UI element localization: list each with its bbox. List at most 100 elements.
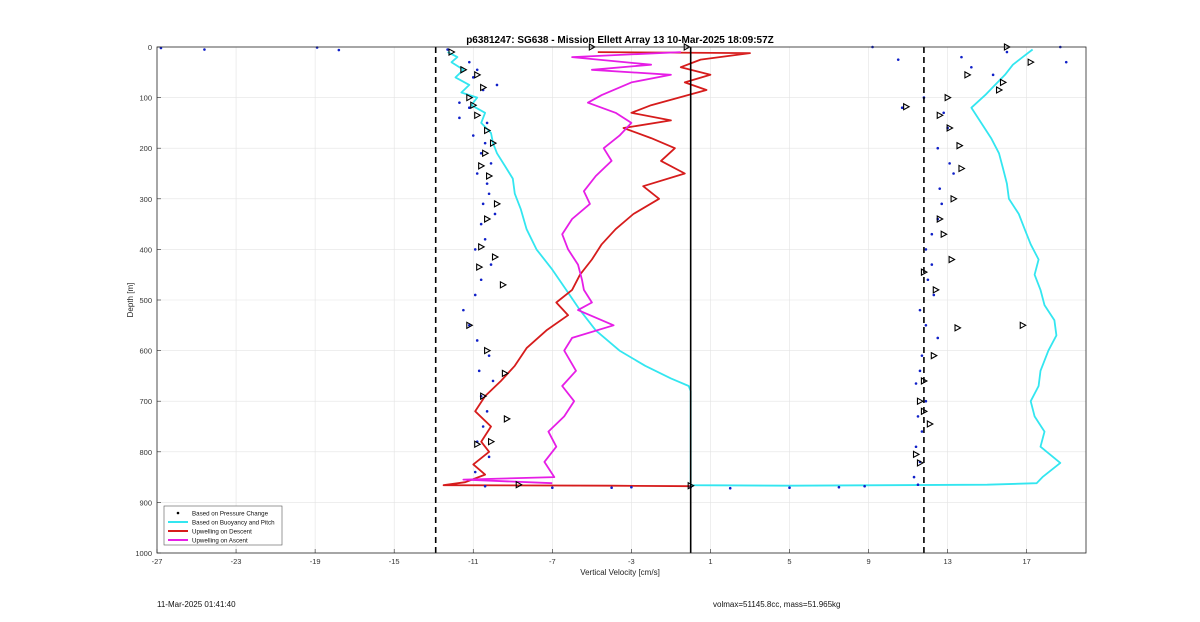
y-tick-label: 700 <box>139 397 152 406</box>
legend: Based on Pressure Change Based on Buoyanc… <box>163 505 283 546</box>
legend-entry-label: Upwelling on Ascent <box>192 538 248 545</box>
x-tick-label: -19 <box>310 557 321 566</box>
triangle-marker <box>958 164 966 173</box>
pressure-change-point <box>926 278 930 282</box>
pressure-change-point <box>483 141 487 145</box>
triangle-marker <box>501 369 510 378</box>
x-tick-label: -27 <box>152 557 163 566</box>
y-axis-label: Depth [m] <box>126 283 135 318</box>
pressure-change-point <box>483 484 487 488</box>
triangle-marker <box>930 351 938 360</box>
upwelling-on-ascent-line <box>462 51 681 485</box>
pressure-change-point <box>489 162 493 165</box>
pressure-change-point <box>916 415 920 418</box>
pressure-change-point <box>896 58 900 61</box>
triangle-marker <box>489 139 498 148</box>
triangle-marker <box>460 65 468 74</box>
pressure-change-point <box>942 111 945 115</box>
pressure-change-point <box>970 65 973 69</box>
pressure-change-point <box>203 48 206 51</box>
triangle-marker <box>956 141 964 150</box>
triangle-marker <box>474 111 482 120</box>
triangle-marker <box>940 230 948 239</box>
footer-timestamp: 11-Mar-2025 01:41:40 <box>157 600 236 609</box>
triangle-marker <box>474 440 482 449</box>
pressure-change-point <box>337 48 341 52</box>
triangle-marker <box>474 70 482 79</box>
triangle-marker <box>448 48 456 56</box>
triangle-marker <box>954 323 962 332</box>
triangle-marker <box>912 450 921 459</box>
triangle-marker <box>515 480 523 489</box>
triangle-marker <box>999 78 1008 87</box>
y-tick-label: 100 <box>139 94 152 103</box>
x-tick-label: 5 <box>787 557 791 566</box>
triangle-marker <box>476 263 484 272</box>
axis-ticks: -27 -23 -19 -15 -11 -7 -3 1 5 9 13 17 0 100 200 300 400 5… <box>135 43 1031 566</box>
triangle-marker <box>964 70 972 79</box>
pressure-change-point <box>493 212 497 216</box>
triangle-marker <box>484 215 492 223</box>
x-tick-label: -7 <box>549 557 556 566</box>
plot-area <box>159 43 1068 553</box>
triangle-marker <box>916 397 925 406</box>
pressure-change-point <box>487 354 491 357</box>
pressure-change-point <box>920 430 924 433</box>
pressure-change-point <box>315 46 319 49</box>
pressure-change-point <box>487 455 491 459</box>
based-on-buoyancy-and-pitch-line <box>447 48 1062 487</box>
pressure-change-point <box>932 293 936 297</box>
pressure-change-point <box>960 55 963 59</box>
triangle-marker <box>470 101 478 110</box>
pressure-change-point <box>481 202 485 206</box>
y-tick-label: 400 <box>139 245 152 254</box>
upwelling-on-descent-line <box>442 51 751 488</box>
pressure-change-point <box>479 151 483 155</box>
pressure-change-point <box>948 162 951 165</box>
pressure-change-point <box>491 379 495 383</box>
pressure-change-point <box>936 336 940 340</box>
pressure-change-point <box>475 172 479 175</box>
pressure-change-point <box>900 106 904 110</box>
pressure-change-point <box>610 486 613 490</box>
triangle-marker <box>480 83 488 92</box>
triangle-marker <box>903 102 911 111</box>
pressure-change-point <box>728 486 732 490</box>
x-tick-label: -23 <box>231 557 242 566</box>
triangle-marker <box>484 346 492 355</box>
pressure-change-point <box>485 121 489 125</box>
triangle-marker <box>1019 321 1027 330</box>
triangle-marker <box>466 321 474 330</box>
pressure-change-point <box>918 308 922 312</box>
y-tick-label: 800 <box>139 448 152 457</box>
triangle-marker <box>499 280 508 289</box>
y-tick-label: 1000 <box>135 549 152 558</box>
pressure-change-point <box>924 324 928 327</box>
pressure-change-point <box>471 134 475 137</box>
legend-box <box>163 505 283 546</box>
pressure-change-point <box>1064 60 1068 64</box>
pressure-change-point <box>458 101 461 104</box>
pressure-change-point <box>481 425 485 428</box>
pressure-change-point <box>471 76 475 79</box>
triangle-marker <box>491 253 500 261</box>
grid-lines <box>156 46 1086 554</box>
pressure-change-point <box>952 172 955 175</box>
triangle-marker <box>946 124 954 132</box>
pressure-change-point <box>473 293 477 297</box>
pressure-change-point <box>458 116 461 120</box>
pressure-change-point <box>918 369 922 373</box>
pressure-change-point <box>914 445 918 449</box>
y-tick-label: 600 <box>139 347 152 356</box>
footer-params: volmax=51145.8cc, mass=51.965kg <box>713 600 841 609</box>
pressure-change-point <box>991 73 995 77</box>
triangle-marker <box>1027 58 1035 67</box>
pressure-change-point <box>468 106 471 110</box>
triangle-marker <box>484 126 492 135</box>
y-tick-label: 0 <box>148 43 152 52</box>
pressure-change-point <box>930 263 934 266</box>
pressure-change-point <box>479 278 483 282</box>
pressure-change-point <box>916 483 920 486</box>
pressure-change-point <box>485 410 489 413</box>
pressure-change-point <box>924 399 928 403</box>
